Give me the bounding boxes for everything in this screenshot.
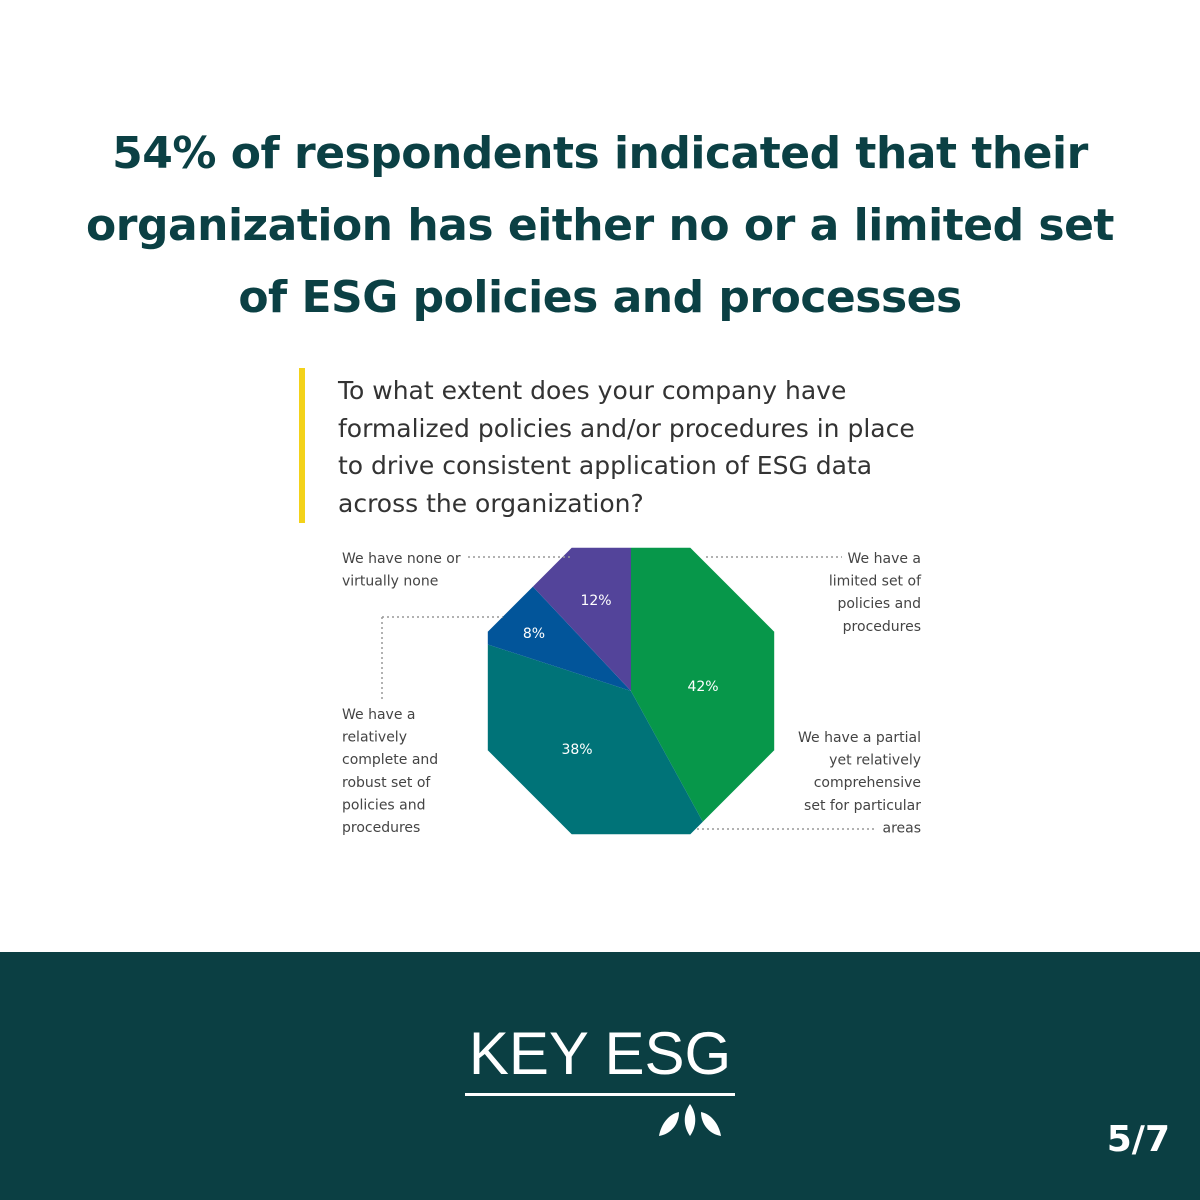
pie-slice-2	[487, 644, 703, 835]
pie-slice-3	[487, 586, 631, 691]
slice-category-label: We have a relatively complete and robust se…	[342, 707, 438, 836]
slice-value-label: 8%	[523, 626, 545, 642]
slice-category-label: We have a partial yet relatively comprehen…	[798, 730, 921, 836]
slice-category-label: We have a limited set of policies and proce…	[829, 551, 922, 635]
logo-underline	[465, 1093, 735, 1096]
footer	[0, 952, 1200, 1200]
chart-question: To what extent does your company have fo…	[338, 376, 915, 518]
pie-slice-1	[631, 547, 775, 822]
logo-text: KEY ESG	[468, 1020, 732, 1087]
slice-value-label: 38%	[561, 742, 592, 758]
leader-line	[381, 616, 503, 700]
pie-slice-4	[532, 547, 631, 691]
question-accent-bar	[299, 368, 305, 523]
page-number: 5/7	[1106, 1119, 1170, 1160]
pie-chart: 42% 38% 8% 12% We have a limited set of polici…	[342, 547, 922, 836]
headline: 54% of respondents indicated that their …	[86, 128, 1114, 323]
slice-value-label: 42%	[687, 679, 718, 695]
slice-category-label: We have none or virtually none	[342, 551, 461, 590]
slice-value-label: 12%	[580, 593, 611, 609]
leaf-icon	[659, 1104, 721, 1136]
